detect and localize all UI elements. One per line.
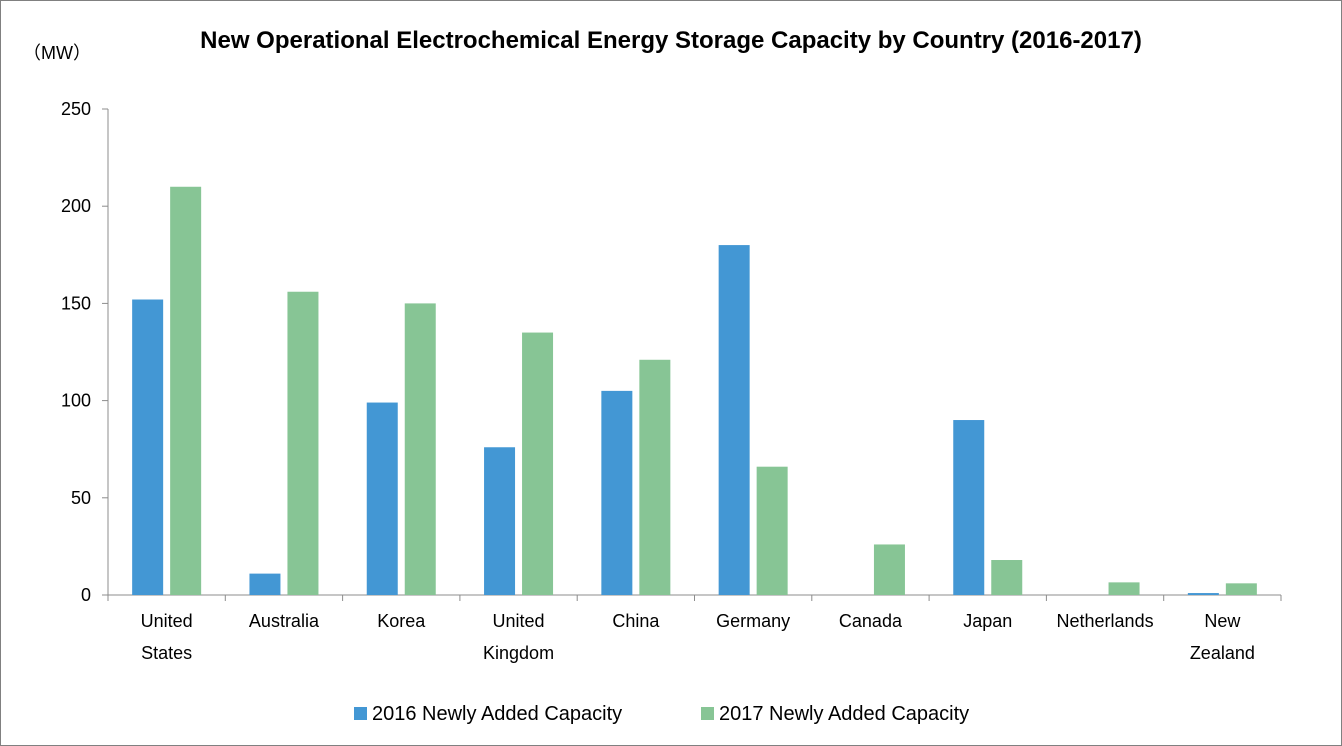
bar-2017-canada [873, 544, 905, 595]
bar-2016-australia [249, 573, 281, 595]
bar-2016-united-states [132, 299, 164, 595]
x-tick-label: Netherlands [1057, 611, 1154, 631]
bar-2016-korea [366, 402, 398, 595]
axes: 0 50 100 150 200 250 [61, 99, 1282, 605]
legend: 2016 Newly Added Capacity 2017 Newly Adde… [354, 703, 969, 725]
bar-2017-germany [756, 466, 788, 595]
bar-2016-germany [718, 245, 750, 595]
legend-swatch-2016 [354, 707, 367, 720]
x-tick-label: New Zealand [1190, 611, 1255, 663]
x-tick-label: United Kingdom [483, 611, 554, 663]
y-tick-label: 150 [61, 293, 91, 313]
x-tick-label: Australia [249, 611, 320, 631]
bar-2017-china [639, 359, 671, 595]
x-tick-label: Germany [716, 611, 790, 631]
bar-2017-australia [287, 291, 319, 595]
y-tick-label: 200 [61, 196, 91, 216]
y-tick-label: 250 [61, 99, 91, 119]
y-tick-label: 100 [61, 391, 91, 411]
legend-label-2016: 2016 Newly Added Capacity [372, 703, 622, 725]
bars-group [132, 186, 1257, 595]
y-tick-label: 50 [71, 488, 91, 508]
y-tick-label: 0 [81, 585, 91, 605]
bar-2016-china [601, 390, 633, 595]
chart-title: New Operational Electrochemical Energy S… [200, 27, 1142, 54]
x-tick-label: Canada [839, 611, 903, 631]
bar-2017-korea [404, 303, 436, 595]
bar-2017-united-kingdom [522, 332, 554, 595]
bar-2016-japan [953, 420, 985, 595]
legend-label-2017: 2017 Newly Added Capacity [719, 703, 969, 725]
bar-2017-new-zealand [1225, 583, 1257, 595]
bar-2016-new-zealand [1187, 593, 1219, 595]
legend-swatch-2017 [701, 707, 714, 720]
y-axis-unit-label: （MW） [23, 43, 91, 63]
bar-2017-japan [991, 560, 1023, 595]
x-tick-labels: United States Australia Korea United Kingdom C… [141, 611, 1255, 663]
bar-2017-netherlands [1108, 582, 1140, 595]
x-tick-label: Japan [963, 611, 1012, 631]
x-tick-label: China [612, 611, 660, 631]
x-tick-label: United States [141, 611, 193, 663]
bar-2016-united-kingdom [484, 447, 516, 595]
x-tick-label: Korea [377, 611, 426, 631]
bar-2017-united-states [170, 186, 202, 595]
